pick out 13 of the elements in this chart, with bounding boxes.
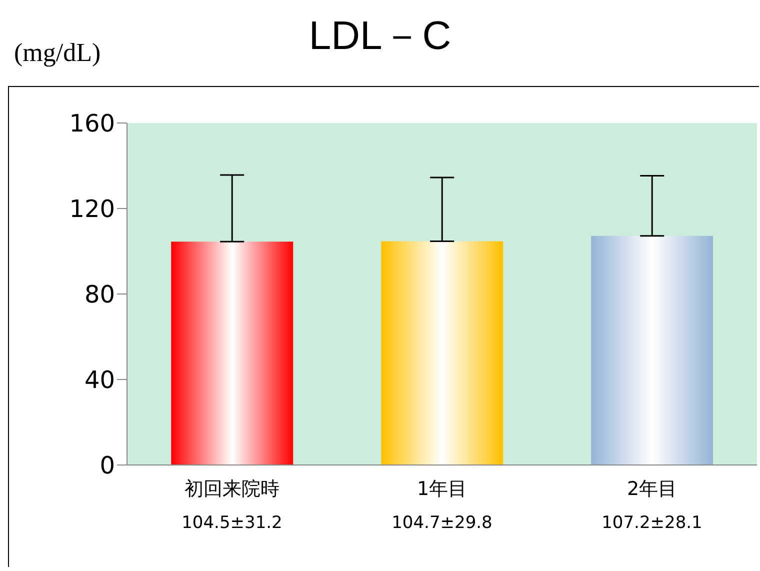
x-tick-label: 2年目 [626,478,678,500]
y-tick-label: 40 [84,366,115,394]
data-label: 104.7±29.8 [392,513,492,533]
y-tick-label: 160 [69,110,115,138]
y-tick-label: 120 [69,195,115,224]
x-tick-label: 1年目 [416,478,468,500]
x-tick-label: 初回来院時 [184,478,280,500]
data-label: 104.5±31.2 [182,513,282,533]
y-tick-label: 0 [100,452,115,480]
chart-title: LDL－C [308,14,452,58]
data-label: 107.2±28.1 [602,513,702,533]
y-axis-title: (mg/dL) [14,38,101,68]
y-tick-label: 80 [84,280,115,309]
